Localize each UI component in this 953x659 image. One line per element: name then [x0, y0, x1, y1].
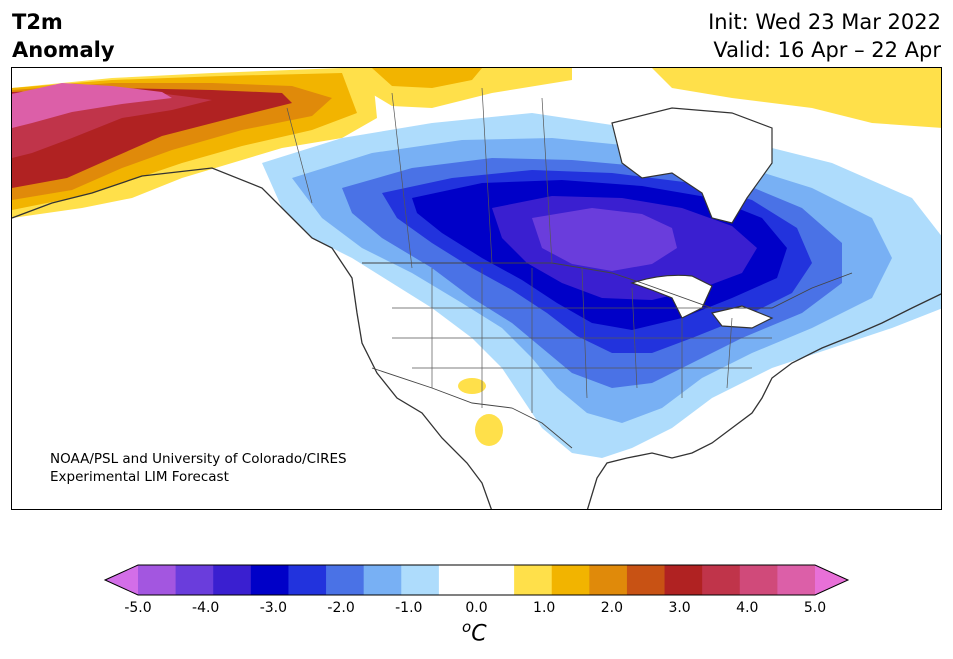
colorbar-tick-label: 2.0 — [600, 600, 624, 616]
colorbar-tick-label: 4.0 — [736, 600, 759, 616]
colorbar-bin — [250, 565, 289, 595]
chart-title: T2m Anomaly — [12, 8, 115, 64]
colorbar-bin — [138, 565, 177, 595]
colorbar-bin — [326, 565, 365, 595]
cold-anomaly-4c — [532, 208, 677, 271]
warm-anomaly-6c — [12, 83, 172, 128]
province-lines — [286, 87, 553, 269]
coastline-east — [586, 293, 941, 509]
warm-spot-az — [458, 378, 486, 394]
warm-anomaly-greenland — [652, 68, 941, 128]
init-date: Init: Wed 23 Mar 2022 — [708, 10, 941, 34]
forecast-dates: Init: Wed 23 Mar 2022 Valid: 16 Apr – 22… — [708, 8, 941, 64]
colorbar-tick-label: -1.0 — [395, 600, 423, 616]
state-lines — [392, 267, 772, 413]
title-line-1: T2m — [12, 10, 63, 34]
colorbar-bin — [664, 565, 703, 595]
colorbar-tick-label: -4.0 — [192, 600, 220, 616]
warm-spot-tx — [475, 414, 503, 446]
credit-text: NOAA/PSL and University of Colorado/CIRE… — [50, 450, 347, 486]
colorbar-bin — [401, 565, 440, 595]
colorbar-outline — [103, 564, 850, 596]
colorbar-bin — [514, 565, 553, 595]
colorbar-tick-label: 5.0 — [803, 600, 827, 616]
colorbar-bin — [626, 565, 666, 595]
colorbar — [103, 564, 850, 596]
colorbar-bin — [288, 565, 327, 595]
colorbar-tick-label: 0.0 — [465, 600, 488, 616]
warm-anomaly-arctic-core — [372, 68, 482, 88]
valid-range: Valid: 16 Apr – 22 Apr — [713, 38, 941, 62]
colorbar-bin — [589, 565, 628, 595]
colorbar-tick-label: -3.0 — [259, 600, 288, 616]
colorbar-unit: oC — [462, 618, 487, 647]
colorbar-bin — [551, 565, 590, 595]
colorbar-bin — [739, 565, 778, 595]
map-svg — [12, 68, 941, 509]
hudson-bay — [611, 107, 773, 224]
colorbar-cold-extend — [105, 565, 138, 595]
colorbar-tick-label: 3.0 — [668, 600, 691, 616]
us-canada-border — [362, 262, 853, 309]
colorbar-bin — [777, 565, 816, 595]
colorbar-bin — [438, 565, 477, 595]
colorbar-tick-label: -2.0 — [327, 600, 355, 616]
great-lakes — [630, 274, 774, 329]
colorbar-bin — [476, 565, 515, 595]
colorbar-tick-label: -5.0 — [124, 600, 152, 616]
colorbar-warm-extend — [815, 565, 848, 595]
colorbar-tick-label: 1.0 — [533, 600, 556, 616]
colorbar-bin — [175, 565, 214, 595]
colorbar-bin — [363, 565, 402, 595]
coastline — [12, 167, 492, 509]
title-line-2: Anomaly — [12, 38, 115, 62]
credit-line-1: NOAA/PSL and University of Colorado/CIRE… — [50, 451, 347, 467]
anomaly-map: NOAA/PSL and University of Colorado/CIRE… — [11, 67, 942, 510]
colorbar-bin — [213, 565, 252, 595]
colorbar-bin — [702, 565, 741, 595]
us-mexico-border — [371, 367, 573, 449]
credit-line-2: Experimental LIM Forecast — [50, 469, 229, 485]
